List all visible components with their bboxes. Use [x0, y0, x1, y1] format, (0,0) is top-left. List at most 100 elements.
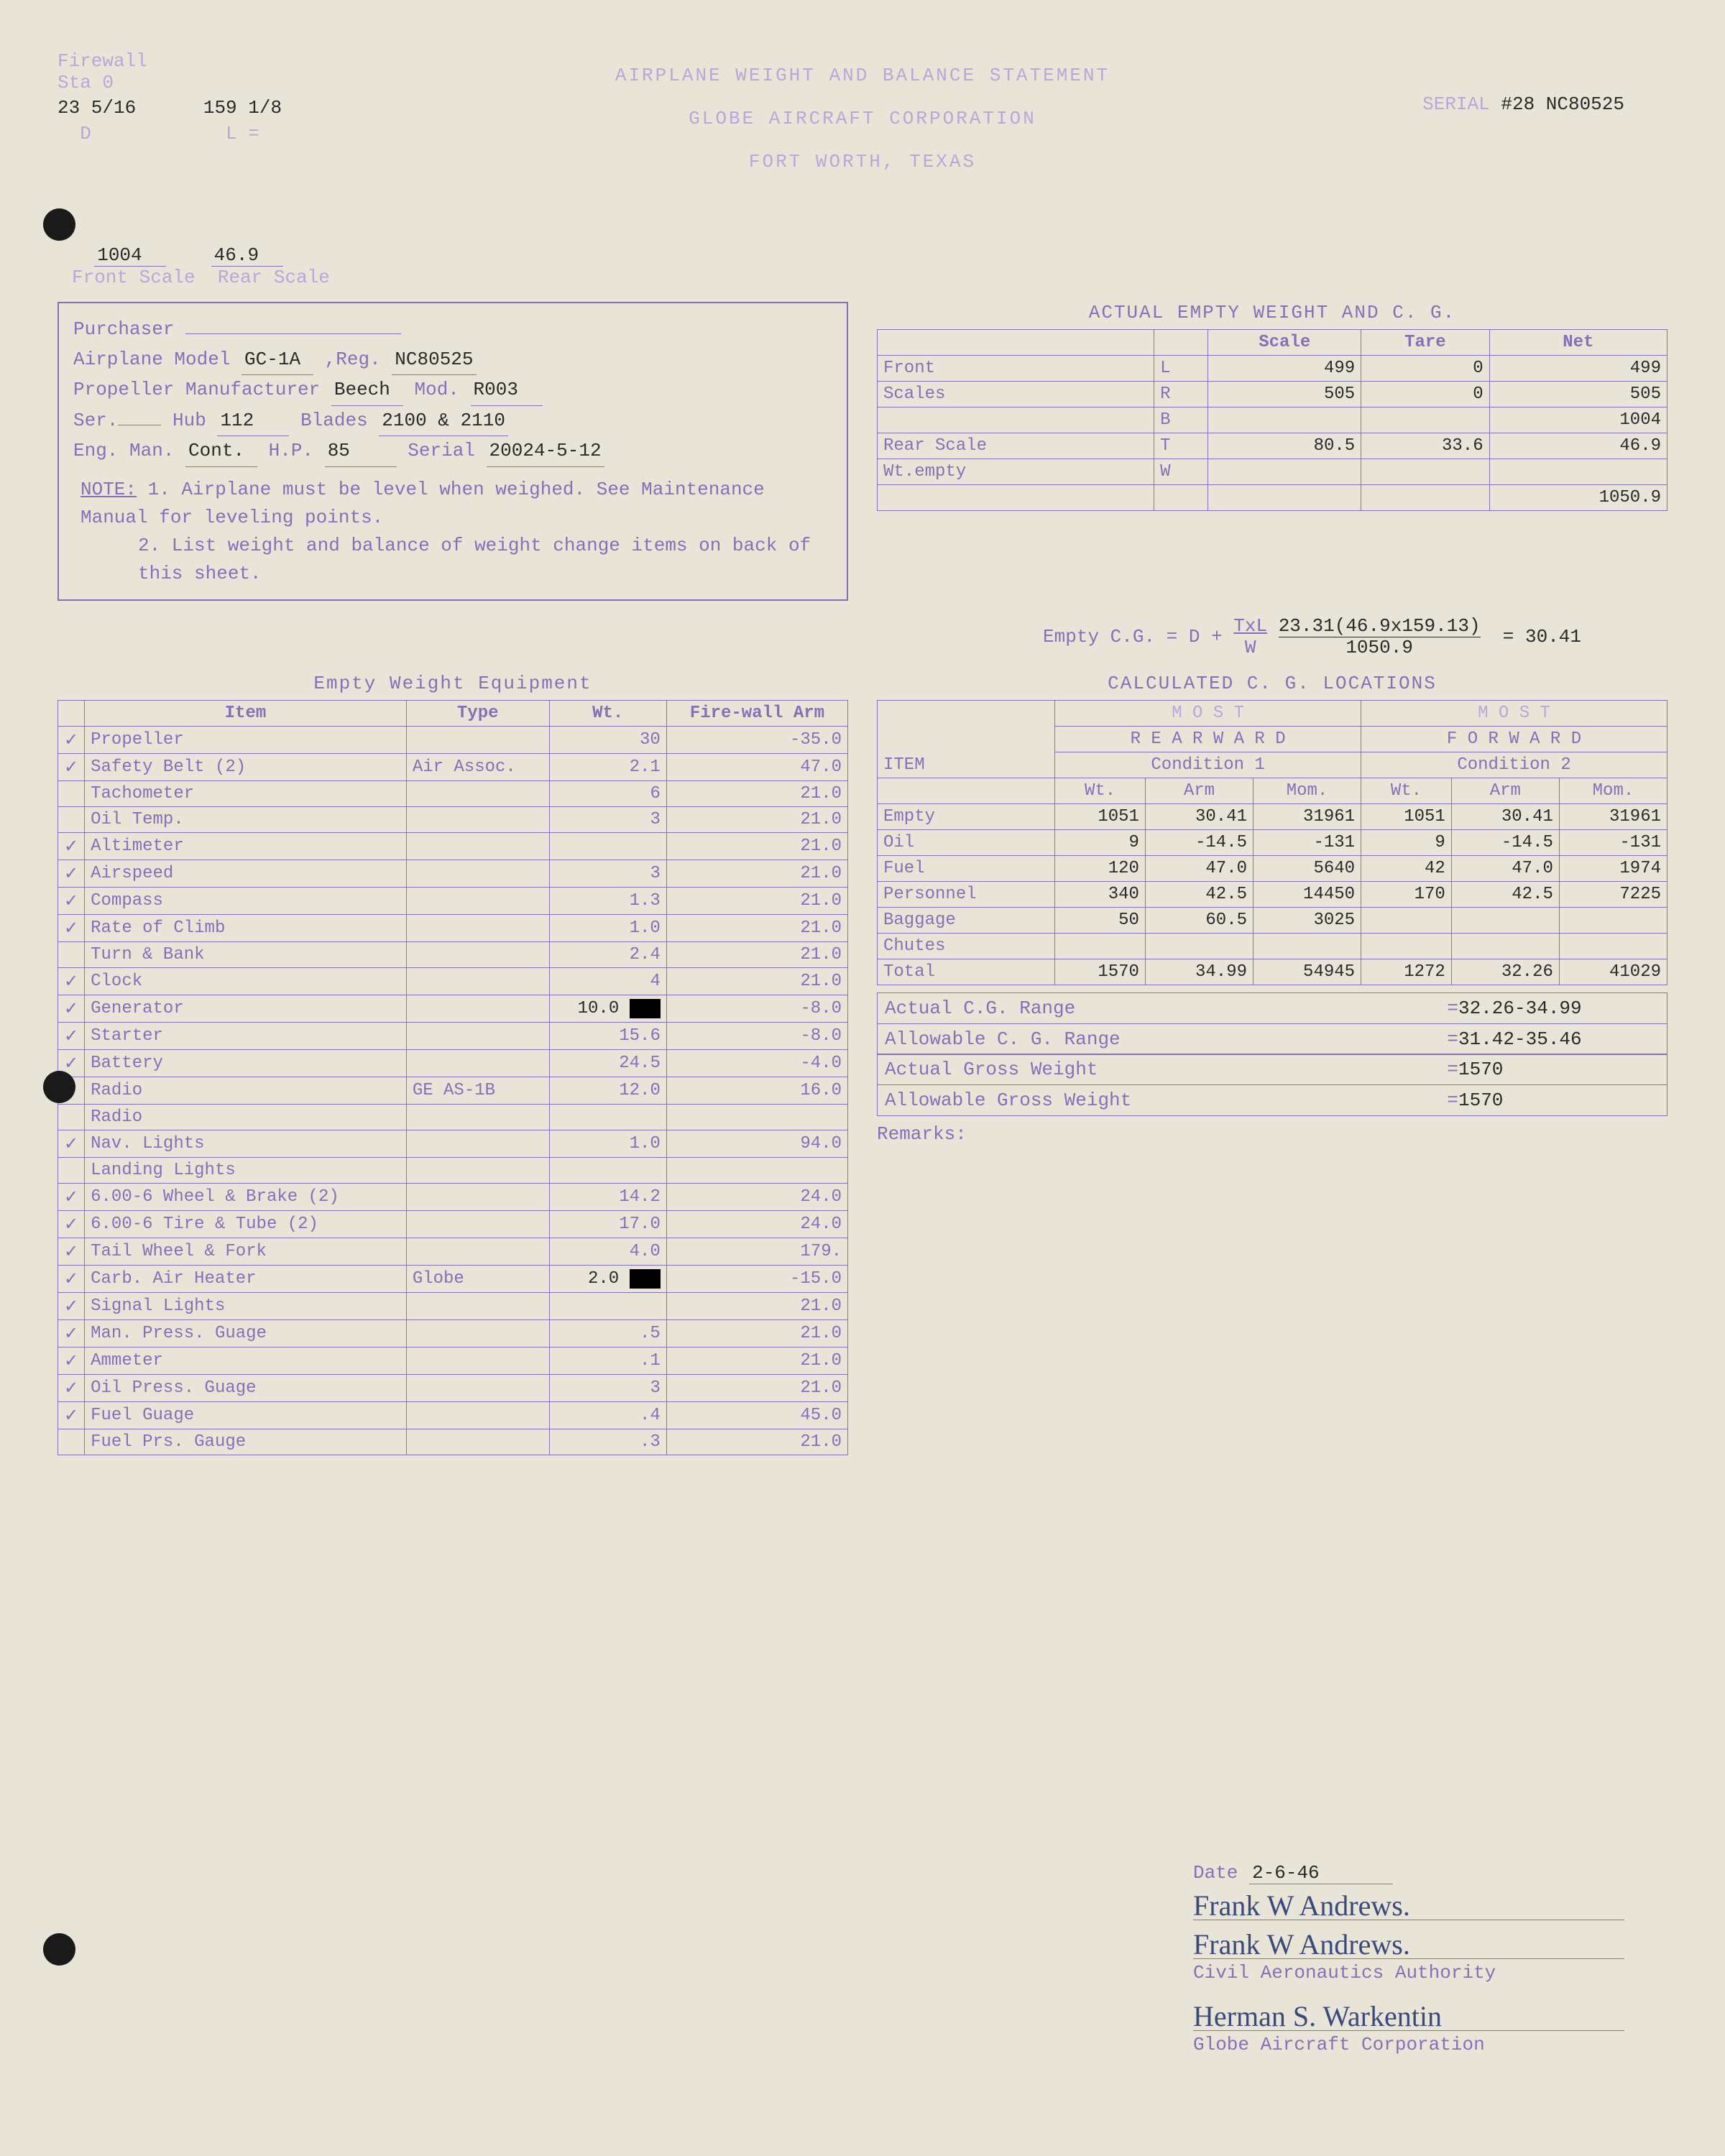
table-cell: 21.0 [666, 914, 847, 941]
equals: = [1447, 1028, 1458, 1050]
table-cell: 30.41 [1451, 803, 1559, 829]
table-row: ✓Generator10.0 xxx-8.0 [58, 995, 848, 1022]
table-cell [1361, 907, 1452, 933]
forward-label: F O R W A R D [1361, 726, 1668, 752]
table-row: Wt.emptyW [878, 459, 1668, 485]
table-cell: ✓ [58, 914, 85, 941]
table-row: ✓Tail Wheel & Fork4.0179. [58, 1238, 848, 1265]
table-cell: .5 [549, 1319, 666, 1347]
table-cell: 7225 [1559, 881, 1667, 907]
table-cell: Fuel Guage [85, 1401, 407, 1429]
table-cell: ✓ [58, 726, 85, 753]
table-row: FrontL4990499 [878, 356, 1668, 382]
purchaser-label: Purchaser [73, 318, 174, 340]
table-cell [406, 1429, 549, 1455]
table-cell: 24.5 [549, 1049, 666, 1077]
table-cell: 21.0 [666, 806, 847, 832]
table-cell: 499 [1489, 356, 1667, 382]
table-cell: 1570 [1055, 959, 1146, 985]
table-cell: Airspeed [85, 860, 407, 887]
table-cell [406, 780, 549, 806]
table-cell: 505 [1208, 382, 1361, 407]
note-2: 2. List weight and balance of weight cha… [80, 532, 832, 588]
table-row: Baggage5060.53025 [878, 907, 1668, 933]
summary-label: Allowable Gross Weight [885, 1089, 1447, 1111]
table-row: ✓Signal Lights21.0 [58, 1292, 848, 1319]
model-label: Airplane Model [73, 349, 230, 370]
formula-den: 1050.9 [1346, 637, 1413, 658]
aircraft-info: Purchaser Airplane Model GC-1A ,Reg. NC8… [58, 302, 848, 601]
table-cell [58, 1104, 85, 1130]
table-row: Empty105130.4131961105130.4131961 [878, 803, 1668, 829]
table-cell: 3 [549, 1374, 666, 1401]
table-cell: Empty [878, 803, 1055, 829]
table-cell: ✓ [58, 995, 85, 1022]
table-cell: 4 [549, 967, 666, 995]
table-cell: Air Assoc. [406, 753, 549, 780]
table-cell: 21.0 [666, 780, 847, 806]
table-cell [1559, 907, 1667, 933]
formula-prefix: Empty C.G. = D + [1043, 626, 1233, 648]
table-cell: 30.41 [1145, 803, 1253, 829]
table-cell: -8.0 [666, 1022, 847, 1049]
table-cell [549, 1292, 666, 1319]
table-cell [406, 1238, 549, 1265]
table-cell: ✓ [58, 1292, 85, 1319]
table-cell: 2.1 [549, 753, 666, 780]
signature-1: Frank W Andrews. [1193, 1889, 1410, 1922]
table-cell: L [1154, 356, 1208, 382]
measurements: 23 5/16 159 1/8 D L = [58, 97, 282, 144]
table-cell: 47.0 [1451, 855, 1559, 881]
table-cell [406, 995, 549, 1022]
summary-label: Allowable C. G. Range [885, 1028, 1447, 1050]
table-cell: 31961 [1254, 803, 1361, 829]
most-label: M O S T [1361, 700, 1668, 726]
equipment-table: ItemTypeWt.Fire-wall Arm✓Propeller30-35.… [58, 700, 848, 1455]
table-cell [1145, 933, 1253, 959]
table-cell: R [1154, 382, 1208, 407]
col-header: Wt. [549, 700, 666, 726]
eng-label: Eng. Man. [73, 440, 174, 461]
table-cell: 24.0 [666, 1210, 847, 1238]
table-cell: ✓ [58, 1265, 85, 1292]
table-cell [406, 860, 549, 887]
table-cell: Baggage [878, 907, 1055, 933]
table-cell: 6.00-6 Wheel & Brake (2) [85, 1183, 407, 1210]
table-cell: Fuel Prs. Gauge [85, 1429, 407, 1455]
formula-result: = 30.41 [1503, 626, 1581, 648]
blades-label: Blades [300, 410, 368, 431]
table-row: ✓Oil Press. Guage321.0 [58, 1374, 848, 1401]
table-row: ✓Nav. Lights1.094.0 [58, 1130, 848, 1157]
table-row: 1050.9 [878, 485, 1668, 511]
table-cell: 9 [1055, 829, 1146, 855]
table-cell: 6.00-6 Tire & Tube (2) [85, 1210, 407, 1238]
summary-row: Actual C.G. Range = 32.26-34.99 [877, 992, 1668, 1024]
table-cell: ✓ [58, 753, 85, 780]
summary-value: 32.26-34.99 [1458, 998, 1660, 1019]
table-cell [1208, 485, 1361, 511]
table-cell: Compass [85, 887, 407, 914]
table-cell: 1974 [1559, 855, 1667, 881]
table-cell [406, 1374, 549, 1401]
table-cell [406, 726, 549, 753]
table-cell: Clock [85, 967, 407, 995]
col-header [878, 330, 1154, 356]
actual-empty-table: ScaleTareNetFrontL4990499ScalesR5050505B… [877, 329, 1668, 511]
formula-calc: 23.31(46.9x159.13) [1279, 615, 1481, 637]
table-cell: Signal Lights [85, 1292, 407, 1319]
col-header [58, 700, 85, 726]
hp-label: H.P. [269, 440, 313, 461]
table-cell [406, 832, 549, 860]
table-row: ✓Carb. Air HeaterGlobe2.0 xxx-15.0 [58, 1265, 848, 1292]
table-cell: 21.0 [666, 1347, 847, 1374]
table-cell: Front [878, 356, 1154, 382]
table-cell: -131 [1254, 829, 1361, 855]
table-cell: 31961 [1559, 803, 1667, 829]
summary-label: Actual C.G. Range [885, 998, 1447, 1019]
table-cell [1361, 459, 1489, 485]
table-cell: 80.5 [1208, 433, 1361, 459]
header-area: Firewall Sta 0 23 5/16 159 1/8 D L = AIR… [58, 43, 1668, 287]
signature-block: Date 2-6-46 Frank W Andrews. Frank W And… [1193, 1862, 1624, 2055]
table-row: ✓Man. Press. Guage.521.0 [58, 1319, 848, 1347]
table-cell: ✓ [58, 1022, 85, 1049]
